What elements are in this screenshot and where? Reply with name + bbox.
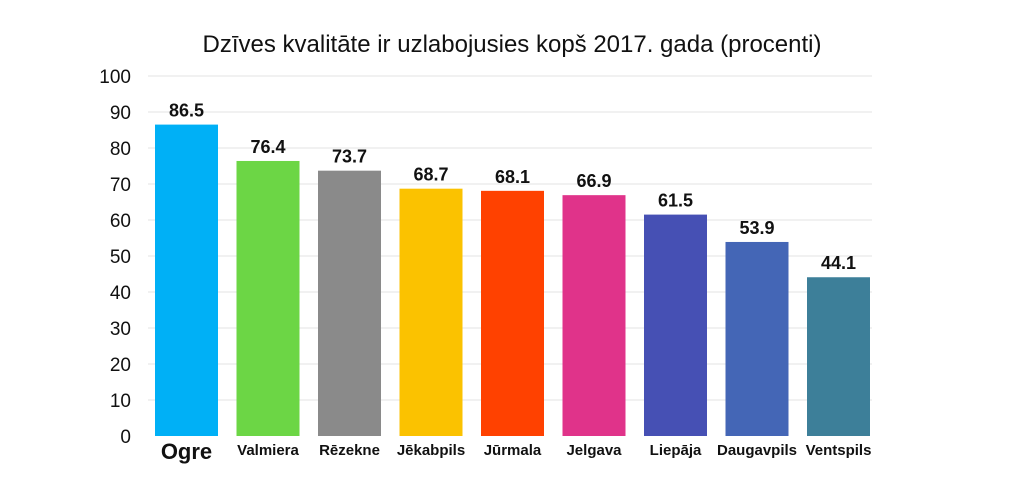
bar-jēkabpils (399, 188, 463, 436)
y-tick-label: 70 (110, 175, 131, 196)
x-axis-labels: Ogre Valmiera Rēzekne Jēkabpils Jūrmala Jelga… (161, 439, 872, 464)
bar-ventspils (807, 277, 870, 436)
y-tick-label: 100 (99, 67, 131, 88)
y-tick-label: 50 (110, 247, 131, 268)
value-label: 68.1 (495, 167, 530, 187)
y-tick-label: 10 (110, 391, 131, 412)
bar-valmiera (236, 160, 300, 436)
bar-jūrmala (481, 190, 544, 436)
x-tick-label: Jūrmala (484, 442, 542, 459)
bar-liepāja (644, 214, 707, 436)
value-label: 53.9 (739, 218, 774, 238)
x-tick-label: Jelgava (566, 442, 622, 459)
bar-ogre (155, 124, 218, 436)
value-label: 73.7 (332, 147, 367, 167)
bar-rēzekne (318, 170, 381, 436)
value-label: 68.7 (413, 165, 448, 185)
chart-title: Dzīves kvalitāte ir uzlabojusies kopš 20… (203, 31, 822, 58)
bars (155, 124, 870, 436)
bar-daugavpils (725, 241, 789, 436)
x-tick-label: Rēzekne (319, 442, 380, 459)
value-label: 76.4 (250, 137, 285, 157)
x-tick-label: Liepāja (650, 442, 702, 459)
y-tick-label: 0 (120, 427, 131, 448)
x-tick-label: Ogre (161, 439, 212, 464)
y-tick-label: 80 (110, 139, 131, 160)
x-tick-label: Daugavpils (717, 442, 797, 459)
value-label: 66.9 (576, 171, 611, 191)
y-tick-label: 60 (110, 211, 131, 232)
value-label: 44.1 (821, 253, 856, 273)
y-tick-label: 20 (110, 355, 131, 376)
y-axis-ticks: 0 10 20 30 40 50 60 70 80 90 100 (99, 67, 131, 448)
bar-jelgava (562, 195, 626, 436)
x-tick-label: Ventspils (806, 442, 872, 459)
value-label: 86.5 (169, 101, 204, 121)
x-tick-label: Valmiera (237, 442, 299, 459)
y-tick-label: 90 (110, 103, 131, 124)
x-tick-label: Jēkabpils (397, 442, 465, 459)
value-labels: 86.5 76.4 73.7 68.7 68.1 66.9 61.5 53.9 44.1 (169, 101, 856, 274)
value-label: 61.5 (658, 191, 693, 211)
y-tick-label: 30 (110, 319, 131, 340)
y-tick-label: 40 (110, 283, 131, 304)
